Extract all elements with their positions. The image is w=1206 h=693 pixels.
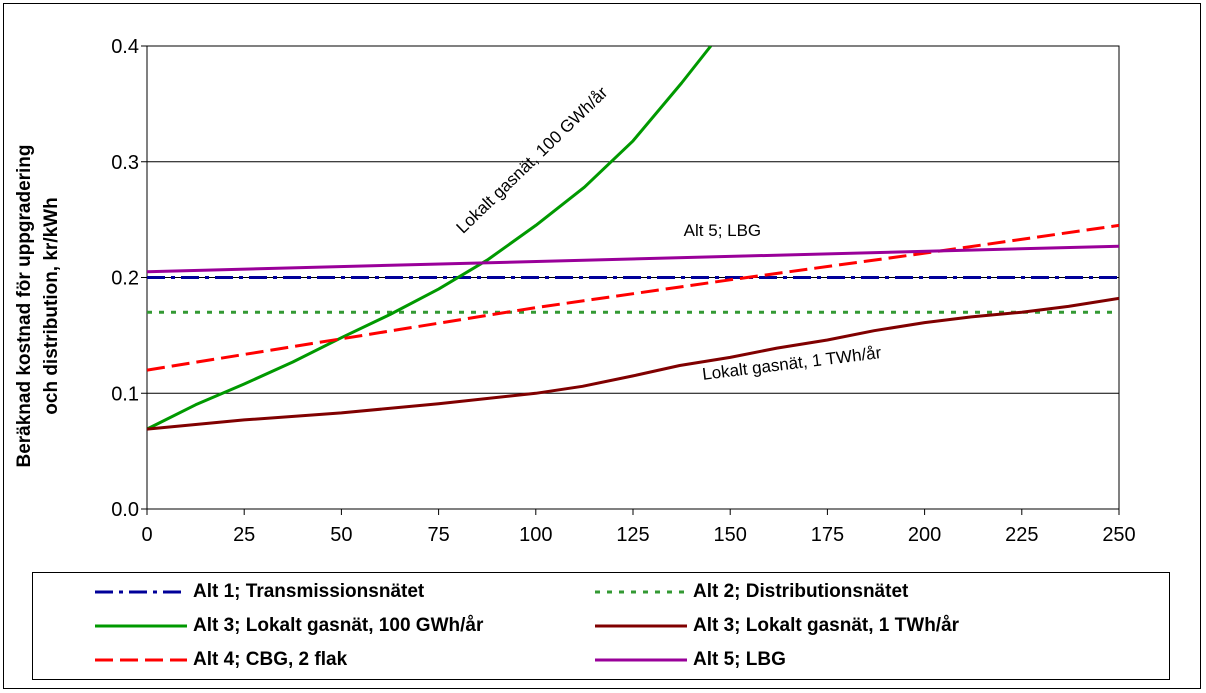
x-tick-label: 200 xyxy=(908,524,941,546)
legend-item: Alt 3; Lokalt gasnät, 1 TWh/år xyxy=(593,612,959,640)
y-axis-label-line-2: och distribution, kr/kWh xyxy=(41,197,62,415)
chart-plot: 0.0 0.1 0.2 0.3 0.4 0 25 50 75 100 125 150 175 200 225… xyxy=(111,36,1136,546)
legend-label: Alt 3; Lokalt gasnät, 100 GWh/år xyxy=(193,615,484,636)
legend-label: Alt 3; Lokalt gasnät, 1 TWh/år xyxy=(693,615,960,636)
legend-item: Alt 3; Lokalt gasnät, 100 GWh/år xyxy=(93,612,483,640)
legend-item: Alt 4; CBG, 2 flak xyxy=(93,646,347,674)
y-tick-label: 0.2 xyxy=(111,268,139,290)
series-line-4 xyxy=(147,296,1119,431)
x-tick-label: 125 xyxy=(616,524,649,546)
x-tick-label: 250 xyxy=(1102,524,1135,546)
x-tick-label: 75 xyxy=(427,524,449,546)
x-tick-label: 175 xyxy=(811,524,844,546)
series-line-3 xyxy=(147,46,712,431)
legend-item: Alt 1; Transmissionsnätet xyxy=(93,578,424,606)
legend-swatch xyxy=(95,590,187,594)
y-tick-label: 0.3 xyxy=(111,152,139,174)
legend-label: Alt 2; Distributionsnätet xyxy=(693,581,909,602)
series-line-5 xyxy=(147,223,1119,372)
legend: Alt 1; Transmissionsnätet Alt 2; Distribu… xyxy=(32,572,1170,680)
legend-swatch xyxy=(95,658,187,662)
x-tick-label: 225 xyxy=(1005,524,1038,546)
legend-swatch xyxy=(595,624,687,628)
series-group xyxy=(147,46,1119,431)
y-tick-label: 0.0 xyxy=(111,499,139,521)
y-tick-label: 0.4 xyxy=(111,36,139,58)
legend-swatch xyxy=(595,658,687,662)
annotation-label: Alt 5; LBG xyxy=(684,221,761,240)
y-axis-label-line-1: Beräknad kostnad för uppgradering xyxy=(14,144,35,468)
x-tick-label: 100 xyxy=(519,524,552,546)
legend-label: Alt 5; LBG xyxy=(693,649,786,670)
x-tick-label: 50 xyxy=(330,524,352,546)
x-tick-label: 150 xyxy=(714,524,747,546)
legend-label: Alt 1; Transmissionsnätet xyxy=(193,581,425,602)
legend-swatch xyxy=(95,624,187,628)
legend-item: Alt 5; LBG xyxy=(593,646,786,674)
series-line-6 xyxy=(147,244,1119,274)
y-axis-label: Beräknad kostnad för uppgradering och di… xyxy=(11,46,65,566)
x-tick-label: 25 xyxy=(233,524,255,546)
x-tick-label: 0 xyxy=(141,524,152,546)
legend-label: Alt 4; CBG, 2 flak xyxy=(193,649,348,670)
legend-swatch xyxy=(595,590,687,594)
legend-item: Alt 2; Distributionsnätet xyxy=(593,578,908,606)
y-tick-label: 0.1 xyxy=(111,383,139,405)
